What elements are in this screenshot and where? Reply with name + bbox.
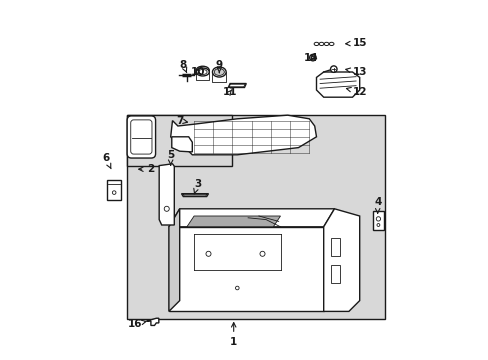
Text: 4: 4 — [373, 197, 381, 213]
Text: 15: 15 — [345, 38, 366, 48]
Polygon shape — [228, 84, 244, 87]
Bar — [127, 115, 384, 319]
Polygon shape — [181, 194, 208, 197]
Circle shape — [310, 56, 314, 59]
Bar — [330, 238, 339, 256]
Ellipse shape — [214, 68, 224, 76]
Text: 16: 16 — [127, 319, 146, 329]
Text: 11: 11 — [223, 87, 237, 97]
Polygon shape — [168, 227, 323, 311]
Circle shape — [309, 54, 316, 61]
Ellipse shape — [212, 67, 225, 77]
Circle shape — [330, 66, 336, 72]
Bar — [107, 180, 121, 200]
Text: 7: 7 — [176, 116, 187, 126]
Text: 2: 2 — [139, 164, 154, 174]
Polygon shape — [168, 209, 179, 311]
Text: 3: 3 — [193, 179, 201, 194]
Ellipse shape — [196, 66, 209, 74]
Circle shape — [205, 251, 211, 256]
Text: 5: 5 — [167, 150, 174, 165]
Polygon shape — [186, 216, 280, 227]
FancyBboxPatch shape — [127, 116, 155, 158]
Circle shape — [235, 286, 239, 290]
Bar — [330, 265, 339, 283]
Text: 14: 14 — [303, 53, 318, 63]
Polygon shape — [159, 164, 174, 225]
Circle shape — [112, 191, 116, 194]
Polygon shape — [228, 84, 246, 87]
Ellipse shape — [198, 69, 206, 75]
Polygon shape — [170, 115, 316, 155]
Circle shape — [375, 217, 380, 221]
Bar — [127, 115, 231, 166]
Circle shape — [164, 206, 169, 211]
Text: 6: 6 — [102, 153, 111, 169]
Text: 1: 1 — [230, 323, 237, 347]
Text: 12: 12 — [346, 87, 366, 97]
Polygon shape — [146, 318, 159, 325]
Text: 8: 8 — [179, 60, 186, 73]
Polygon shape — [182, 194, 207, 196]
Circle shape — [260, 251, 264, 256]
Ellipse shape — [196, 68, 209, 76]
Text: 9: 9 — [215, 60, 223, 73]
Circle shape — [376, 224, 379, 226]
Polygon shape — [323, 209, 359, 311]
Text: 13: 13 — [345, 67, 366, 77]
Text: 10: 10 — [190, 67, 204, 77]
FancyBboxPatch shape — [130, 120, 152, 154]
Bar — [372, 211, 384, 230]
Polygon shape — [171, 137, 192, 152]
Polygon shape — [316, 72, 359, 97]
Polygon shape — [168, 209, 334, 227]
